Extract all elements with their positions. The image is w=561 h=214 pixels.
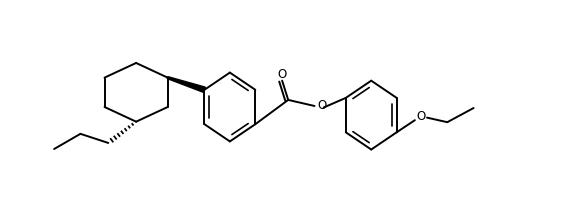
Text: O: O [278, 68, 287, 81]
Text: O: O [317, 100, 327, 113]
Polygon shape [167, 77, 205, 92]
Text: O: O [416, 110, 426, 123]
